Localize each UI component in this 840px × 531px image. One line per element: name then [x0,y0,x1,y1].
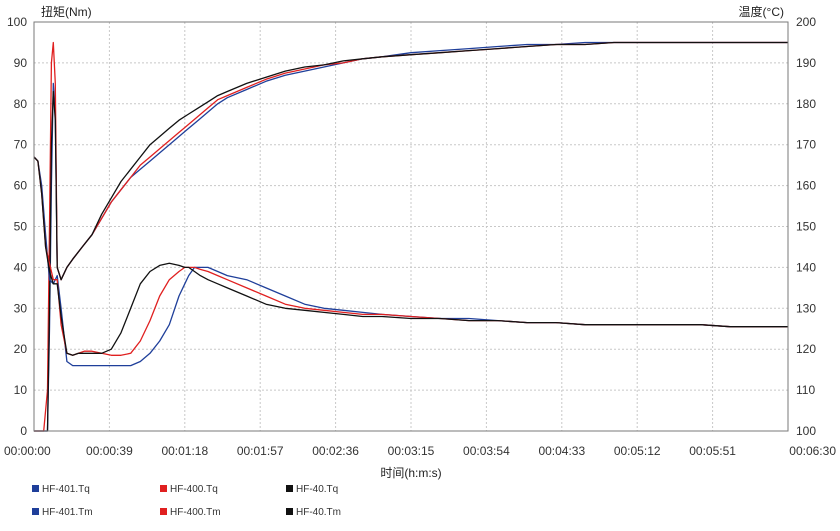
x-axis-ticks: 00:00:00 00:00:39 00:01:18 00:01:57 00:02:36… [4,444,836,458]
series-line-hf-40-tm [34,41,788,432]
grid [33,21,789,432]
left-tick-label: 20 [14,342,28,356]
left-tick-label: 80 [14,97,28,111]
left-tick-label: 90 [14,56,28,70]
right-tick-label: 180 [796,97,816,111]
legend-swatch [160,508,167,515]
right-tick-label: 170 [796,138,816,152]
x-tick-label: 00:01:57 [237,444,284,458]
right-axis-title: 温度(°C) [739,4,784,19]
x-tick-label: 00:01:18 [161,444,208,458]
legend-swatch [32,485,39,492]
legend-swatch [32,508,39,515]
left-tick-label: 10 [14,383,28,397]
legend-label: HF-401.Tm [42,507,93,518]
x-tick-label: 00:05:12 [614,444,661,458]
right-tick-label: 160 [796,179,816,193]
legend-label: HF-40.Tm [296,507,341,518]
left-tick-label: 60 [14,179,28,193]
right-axis-ticks: 100 110 120 130 140 150 160 170 180 190 200 [796,15,816,438]
legend-swatch [160,485,167,492]
series-line-hf-401-tm [34,41,788,432]
left-tick-label: 0 [20,424,27,438]
left-axis-title: 扭矩(Nm) [41,5,92,19]
x-tick-label: 00:05:51 [689,444,736,458]
x-tick-label: 00:03:54 [463,444,510,458]
right-tick-label: 100 [796,424,816,438]
right-tick-label: 150 [796,220,816,234]
legend-label: HF-400.Tq [170,484,218,495]
right-tick-label: 190 [796,56,816,70]
right-tick-label: 140 [796,260,816,274]
left-tick-label: 100 [7,15,27,29]
plot-frame [33,21,789,432]
left-tick-label: 50 [14,220,28,234]
left-tick-label: 70 [14,138,28,152]
x-tick-label: 00:04:33 [538,444,585,458]
right-tick-label: 110 [796,383,815,397]
x-tick-label: 00:02:36 [312,444,359,458]
series-lines [33,41,788,432]
right-tick-label: 200 [796,15,816,29]
x-tick-label: 00:06:30 [789,444,836,458]
right-tick-label: 130 [796,301,816,315]
series-line-hf-400-tm [34,41,788,432]
legend-label: HF-400.Tm [170,507,221,518]
x-tick-label: 00:00:00 [4,444,51,458]
x-tick-label: 00:00:39 [86,444,133,458]
left-tick-label: 40 [14,260,28,274]
legend-label: HF-401.Tq [42,484,90,495]
legend-label: HF-40.Tq [296,484,338,495]
left-axis-ticks: 0 10 20 30 40 50 60 70 80 90 100 [7,15,27,438]
legend-swatch [286,485,293,492]
legend: HF-401.Tq HF-400.Tq HF-40.Tq HF-401.Tm HF-40… [32,484,341,518]
left-tick-label: 30 [14,301,28,315]
series-line-hf-40-tq [33,156,788,356]
x-tick-label: 00:03:15 [388,444,435,458]
x-axis-title: 时间(h:m:s) [380,466,441,480]
legend-swatch [286,508,293,515]
right-tick-label: 120 [796,342,816,356]
